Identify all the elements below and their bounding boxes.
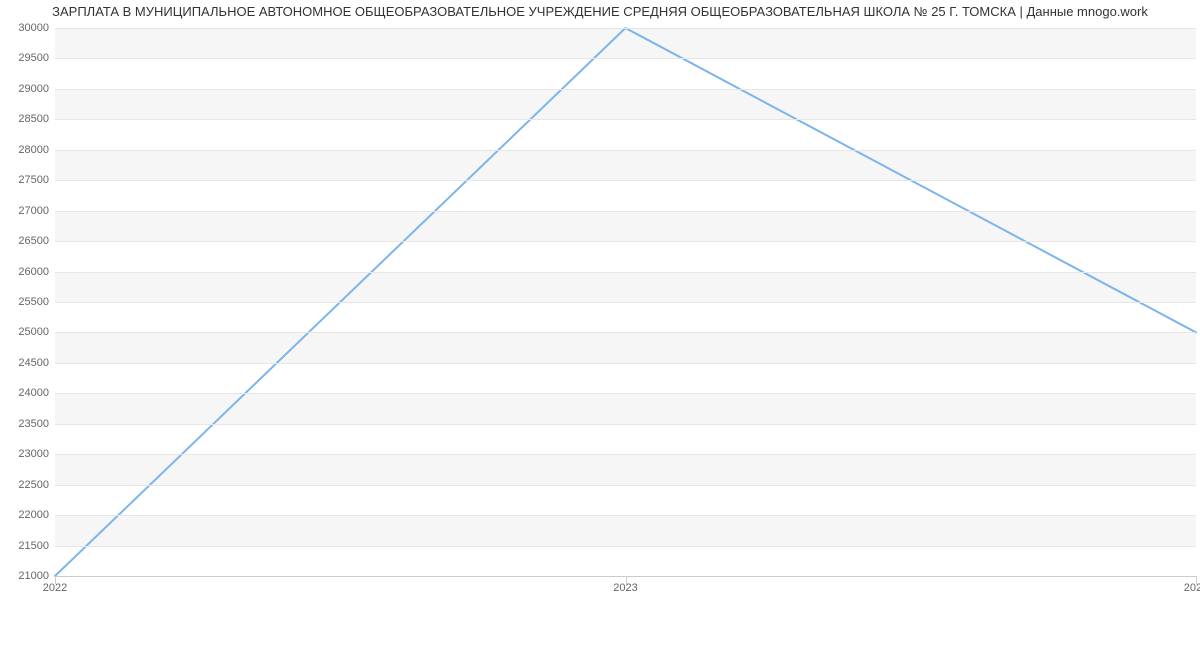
y-tick-label: 25000 <box>18 326 49 338</box>
y-gridline <box>55 515 1196 516</box>
y-tick-label: 21000 <box>18 570 49 582</box>
y-gridline <box>55 180 1196 181</box>
y-tick-label: 23000 <box>18 448 49 460</box>
y-tick-label: 28500 <box>18 113 49 125</box>
y-gridline <box>55 89 1196 90</box>
y-gridline <box>55 28 1196 29</box>
y-gridline <box>55 302 1196 303</box>
chart-title: ЗАРПЛАТА В МУНИЦИПАЛЬНОЕ АВТОНОМНОЕ ОБЩЕ… <box>0 4 1200 19</box>
y-gridline <box>55 211 1196 212</box>
y-tick-label: 25500 <box>18 296 49 308</box>
plot-area: 2100021500220002250023000235002400024500… <box>55 28 1196 576</box>
y-tick-label: 27000 <box>18 205 49 217</box>
y-gridline <box>55 119 1196 120</box>
y-tick-label: 28000 <box>18 144 49 156</box>
chart-container: ЗАРПЛАТА В МУНИЦИПАЛЬНОЕ АВТОНОМНОЕ ОБЩЕ… <box>0 0 1200 650</box>
y-tick-label: 29500 <box>18 52 49 64</box>
y-tick-label: 24000 <box>18 387 49 399</box>
y-gridline <box>55 272 1196 273</box>
y-gridline <box>55 485 1196 486</box>
y-tick-label: 22500 <box>18 479 49 491</box>
y-gridline <box>55 332 1196 333</box>
y-tick-label: 22000 <box>18 509 49 521</box>
y-gridline <box>55 393 1196 394</box>
y-tick-label: 30000 <box>18 22 49 34</box>
y-tick-label: 29000 <box>18 83 49 95</box>
y-tick-label: 27500 <box>18 174 49 186</box>
y-gridline <box>55 150 1196 151</box>
y-gridline <box>55 363 1196 364</box>
y-tick-label: 23500 <box>18 418 49 430</box>
y-tick-label: 24500 <box>18 357 49 369</box>
x-tick-label: 2024 <box>1184 582 1200 594</box>
y-tick-label: 26500 <box>18 235 49 247</box>
y-gridline <box>55 58 1196 59</box>
x-tick-label: 2022 <box>43 582 67 594</box>
y-gridline <box>55 454 1196 455</box>
y-gridline <box>55 241 1196 242</box>
y-gridline <box>55 424 1196 425</box>
y-gridline <box>55 546 1196 547</box>
y-tick-label: 21500 <box>18 540 49 552</box>
x-tick-label: 2023 <box>613 582 637 594</box>
y-tick-label: 26000 <box>18 266 49 278</box>
